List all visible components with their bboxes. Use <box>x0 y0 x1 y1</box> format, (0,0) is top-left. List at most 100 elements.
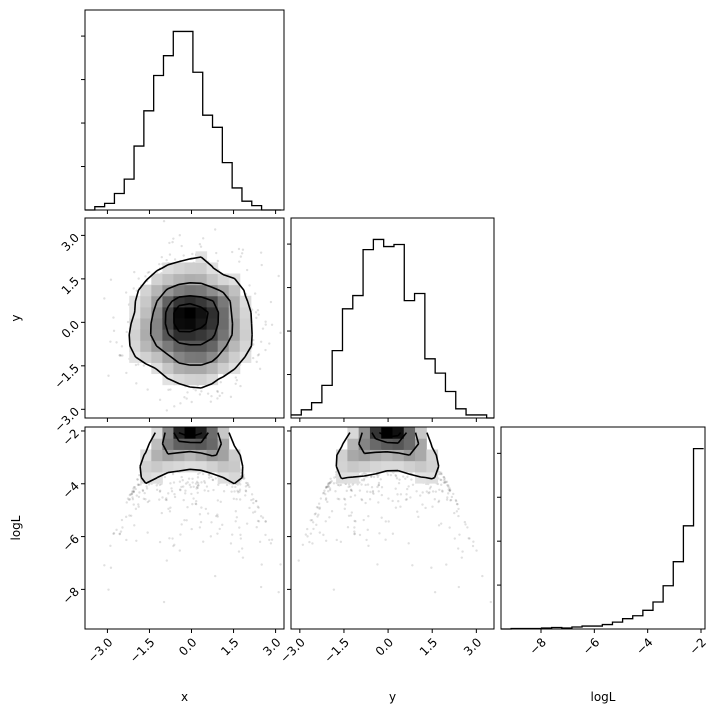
density-cell <box>173 438 185 450</box>
sample-point <box>217 260 219 262</box>
density-cell <box>404 461 416 473</box>
sample-point <box>246 522 248 524</box>
sample-point <box>236 379 238 381</box>
sample-point <box>136 494 138 496</box>
sample-point <box>323 490 325 492</box>
histogram-bar <box>242 201 252 210</box>
sample-point <box>173 481 175 483</box>
sample-point <box>230 542 232 544</box>
sample-point <box>475 549 477 551</box>
sample-point <box>240 537 242 539</box>
sample-point <box>260 515 262 517</box>
sample-point <box>138 496 140 498</box>
histogram-bar <box>612 622 622 629</box>
sample-point <box>238 260 240 262</box>
sample-point <box>174 258 176 260</box>
sample-point <box>239 385 241 387</box>
sample-point <box>191 253 193 255</box>
sample-point <box>354 532 356 534</box>
sample-point <box>260 341 262 343</box>
sample-point <box>252 343 254 345</box>
sample-point <box>306 528 308 530</box>
density-cell <box>162 318 174 330</box>
sample-point <box>364 502 366 504</box>
density-cell <box>151 285 163 297</box>
density-cell <box>185 285 197 297</box>
sample-point <box>396 477 398 479</box>
sample-point <box>398 482 400 484</box>
sample-point <box>310 519 312 521</box>
sample-point <box>244 494 246 496</box>
sample-point <box>174 496 176 498</box>
sample-point <box>208 473 210 475</box>
sample-point <box>130 515 132 517</box>
sample-point <box>310 532 312 534</box>
sample-point <box>438 524 440 526</box>
sample-point <box>346 490 348 492</box>
sample-point <box>318 503 320 505</box>
density-cell <box>173 318 185 330</box>
sample-point <box>183 396 185 398</box>
sample-point <box>202 473 204 475</box>
x-axis-label-x: x <box>181 690 188 704</box>
density-cell <box>196 351 208 363</box>
sample-point <box>376 563 378 565</box>
sample-point <box>252 502 254 504</box>
sample-point <box>399 506 401 508</box>
sample-point <box>156 489 158 491</box>
sample-point <box>410 478 412 480</box>
sample-point <box>179 488 181 490</box>
sample-point <box>456 503 458 505</box>
sample-point <box>235 383 237 385</box>
density-cell <box>359 461 371 473</box>
sample-point <box>137 506 139 508</box>
density-cell <box>404 438 416 450</box>
sample-point <box>133 287 135 289</box>
sample-point <box>216 397 218 399</box>
histogram-bar <box>312 403 322 418</box>
sample-point <box>186 391 188 393</box>
sample-point <box>241 547 243 549</box>
sample-point <box>189 484 191 486</box>
sample-point <box>333 482 335 484</box>
sample-point <box>137 483 139 485</box>
y-axis-label-y: y <box>9 314 23 321</box>
sample-point <box>305 533 307 535</box>
sample-point <box>245 489 247 491</box>
sample-point <box>179 549 181 551</box>
histogram-bar <box>322 385 332 418</box>
density-cell <box>162 461 174 473</box>
sample-point <box>238 248 240 250</box>
sample-point <box>231 251 233 253</box>
sample-point <box>147 501 149 503</box>
density-cell <box>381 438 393 450</box>
sample-point <box>233 490 235 492</box>
sample-point <box>406 476 408 478</box>
density-cell <box>218 318 230 330</box>
histogram-bar <box>663 586 673 629</box>
sample-point <box>316 506 318 508</box>
sample-point <box>185 397 187 399</box>
histogram-bar <box>173 31 183 210</box>
sample-point <box>369 491 371 493</box>
sample-point <box>255 317 257 319</box>
sample-point <box>329 478 331 480</box>
sample-point <box>347 526 349 528</box>
sample-point <box>179 480 181 482</box>
sample-point <box>308 541 310 543</box>
sample-point <box>456 510 458 512</box>
density-cell <box>162 362 174 374</box>
sample-point <box>411 564 413 566</box>
sample-point <box>223 490 225 492</box>
sample-point <box>179 533 181 535</box>
sample-point <box>109 340 111 342</box>
sample-point <box>361 473 363 475</box>
sample-point <box>344 508 346 510</box>
sample-point <box>135 364 137 366</box>
sample-point <box>400 493 402 495</box>
histogram-bar <box>633 616 643 629</box>
sample-point <box>333 588 335 590</box>
sample-point <box>270 542 272 544</box>
sample-point <box>246 482 248 484</box>
y-tick-label: −6 <box>60 532 82 554</box>
